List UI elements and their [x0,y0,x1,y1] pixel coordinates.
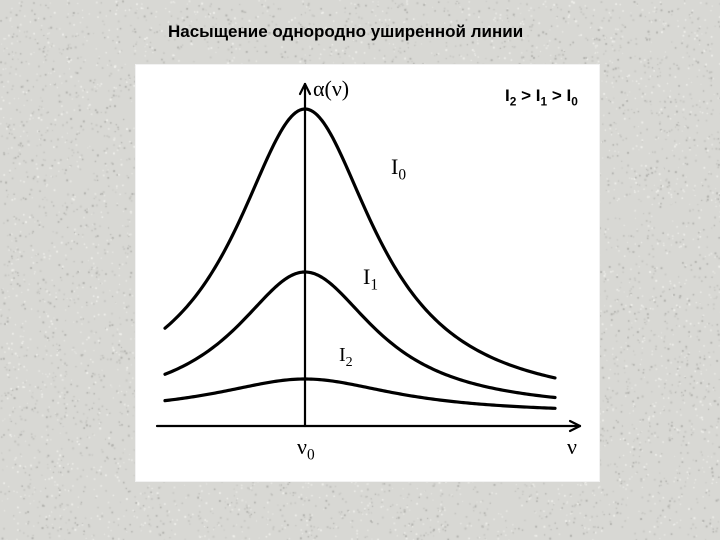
curve-label-i2: I2 [339,344,353,371]
slide-title: Насыщение однородно уширенной линии [168,22,523,42]
curve-label-i1: I1 [363,264,378,294]
nu0-label: ν0 [297,434,315,464]
page-root: Насыщение однородно уширенной линии I2 >… [0,0,720,540]
y-axis-label: α(ν) [313,76,349,102]
inequality-text: I2 > I1 > I0 [505,86,578,105]
chart-panel: α(ν) ν ν0 I0 I1 I2 [135,64,600,482]
intensity-inequality: I2 > I1 > I0 [505,86,578,108]
x-axis-label: ν [567,434,577,460]
curve-label-i0: I0 [391,154,406,184]
